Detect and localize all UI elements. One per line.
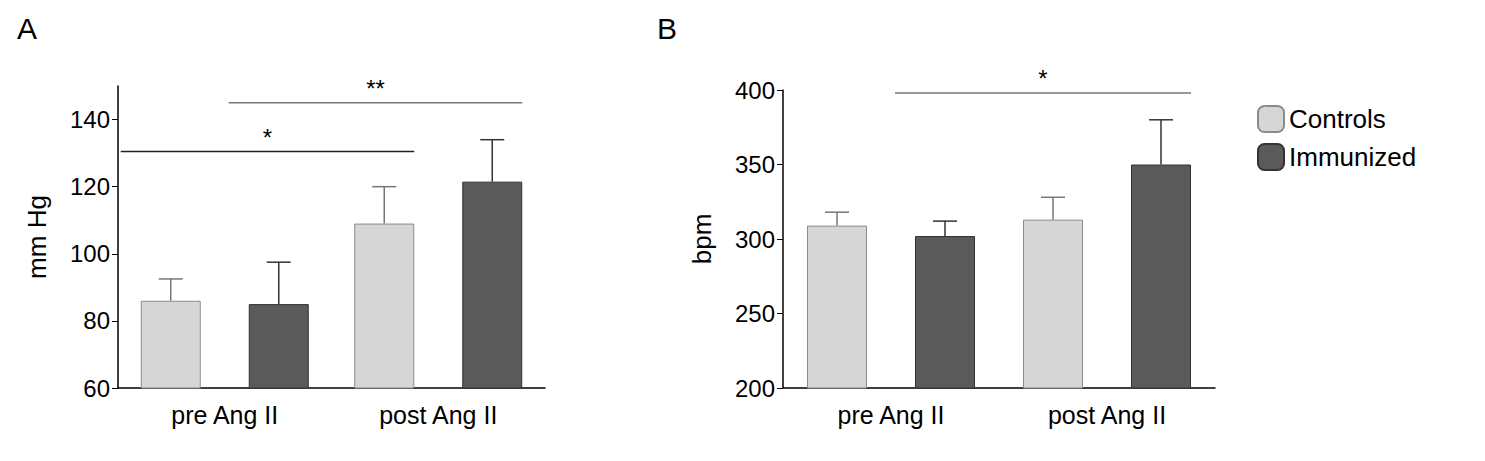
svg-text:400: 400 — [735, 77, 775, 104]
svg-text:bpm: bpm — [687, 214, 717, 265]
svg-text:Immunized: Immunized — [1289, 142, 1416, 172]
svg-text:*: * — [1038, 65, 1047, 92]
svg-text:60: 60 — [83, 375, 110, 402]
svg-text:pre Ang II: pre Ang II — [837, 401, 944, 429]
svg-text:250: 250 — [735, 300, 775, 327]
svg-text:mm Hg: mm Hg — [22, 195, 52, 279]
svg-text:B: B — [657, 12, 677, 45]
svg-text:post Ang II: post Ang II — [1048, 401, 1166, 429]
svg-text:350: 350 — [735, 151, 775, 178]
svg-text:A: A — [17, 12, 37, 45]
svg-text:pre Ang II: pre Ang II — [171, 401, 278, 429]
svg-text:Controls: Controls — [1289, 104, 1386, 134]
svg-text:200: 200 — [735, 375, 775, 402]
svg-text:*: * — [263, 124, 272, 151]
svg-text:**: ** — [366, 75, 385, 102]
svg-text:300: 300 — [735, 226, 775, 253]
svg-text:100: 100 — [70, 240, 110, 267]
svg-text:80: 80 — [83, 307, 110, 334]
svg-text:140: 140 — [70, 106, 110, 133]
svg-text:120: 120 — [70, 173, 110, 200]
svg-text:post Ang II: post Ang II — [379, 401, 497, 429]
